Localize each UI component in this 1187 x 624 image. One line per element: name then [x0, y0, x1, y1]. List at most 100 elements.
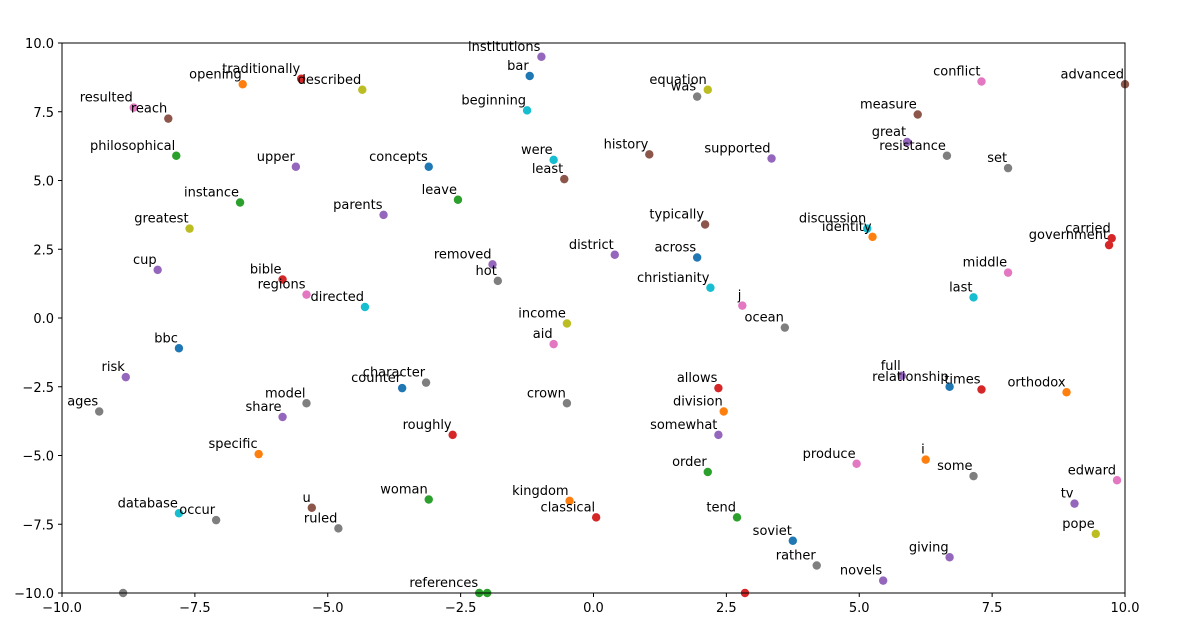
x-tick-label: 0.0 [583, 601, 604, 616]
scatter-point [852, 459, 861, 468]
y-tick-label: −2.5 [22, 381, 54, 396]
point-label: bbc [154, 331, 178, 346]
point-label: hot [476, 264, 497, 279]
scatter-point [868, 232, 877, 242]
point-label: pope [1062, 517, 1094, 532]
y-tick-label: 10.0 [25, 37, 54, 52]
point-label: database [118, 496, 178, 511]
scatter-point [560, 174, 569, 184]
scatter-point [902, 137, 912, 147]
y-tick-label: −10.0 [14, 587, 54, 602]
scatter-point [549, 339, 558, 349]
point-label: j [737, 289, 742, 304]
scatter-point [493, 276, 503, 286]
scatter-point [211, 515, 221, 525]
y-tick-label: 7.5 [33, 106, 54, 121]
points-layer [95, 52, 1130, 598]
point-label: somewhat [650, 418, 717, 433]
scatter-point [302, 290, 311, 299]
point-label: ruled [304, 511, 337, 526]
x-axis: −10.0 −7.5 −5.0 −2.5 0.0 2.5 5.0 7.5 10.0 [42, 593, 1139, 616]
point-label: edward [1068, 463, 1116, 478]
scatter-point [738, 301, 747, 310]
point-label: upper [257, 150, 296, 165]
scatter-point [172, 151, 181, 160]
scatter-point [302, 399, 311, 408]
scatter-point [719, 407, 728, 416]
point-label: typically [649, 208, 704, 223]
scatter-point [706, 283, 715, 292]
point-label: equation [649, 73, 706, 88]
point-label: leave [422, 183, 457, 198]
scatter-point [360, 302, 370, 312]
point-label: measure [860, 98, 917, 113]
scatter-point [1107, 234, 1116, 243]
point-label: carried [1065, 221, 1110, 236]
scatter-point [945, 553, 954, 562]
point-label: were [521, 143, 553, 158]
x-tick-label: −5.0 [312, 601, 344, 616]
scatter-point [358, 85, 367, 94]
scatter-point [942, 151, 952, 160]
point-label: cup [133, 253, 157, 268]
scatter-point [1070, 499, 1079, 508]
scatter-point [307, 503, 317, 512]
scatter-point [878, 576, 888, 585]
scatter-point [1062, 388, 1071, 397]
point-label: conflict [933, 65, 980, 80]
point-label: ages [67, 395, 98, 410]
y-tick-label: 5.0 [33, 175, 54, 190]
point-label: division [673, 395, 723, 410]
point-label: middle [963, 256, 1007, 271]
scatter-point [562, 399, 572, 408]
scatter-point [334, 524, 343, 533]
point-label: occur [179, 503, 215, 518]
scatter-point [780, 323, 790, 332]
point-label: government [1029, 228, 1108, 243]
scatter-point [767, 154, 776, 163]
scatter-point [913, 110, 922, 119]
point-label: crown [527, 386, 566, 401]
scatter-point [522, 106, 532, 115]
scatter-point [714, 430, 723, 440]
x-tick-label: 10.0 [1111, 601, 1140, 616]
point-label: rather [776, 549, 817, 564]
point-label: counter [351, 371, 402, 386]
x-tick-label: −10.0 [42, 601, 82, 616]
scatter-point [921, 455, 930, 464]
scatter-point [174, 344, 184, 353]
point-label: philosophical [90, 139, 175, 154]
point-label: roughly [403, 418, 452, 433]
point-label: bar [507, 59, 529, 74]
point-label: christianity [637, 271, 710, 286]
point-label: set [987, 151, 1007, 166]
point-label: instance [184, 186, 239, 201]
scatter-point [1003, 268, 1013, 277]
point-label: some [937, 459, 972, 474]
point-label: ocean [745, 311, 784, 326]
scatter-point [565, 496, 574, 506]
scatter-point [1091, 529, 1100, 539]
point-label: full [881, 359, 901, 374]
scatter-point [185, 224, 194, 233]
point-label: last [949, 280, 972, 295]
point-label: character [363, 366, 426, 381]
scatter-point [645, 150, 654, 159]
scatter-point [1003, 163, 1013, 173]
scatter-point [692, 253, 702, 262]
scatter-point [692, 92, 702, 101]
scatter-point [610, 250, 619, 259]
scatter-point [235, 198, 245, 207]
point-label: opening [189, 67, 242, 82]
scatter-point [977, 77, 986, 86]
scatter-point [945, 382, 954, 391]
y-axis: −10.0 −7.5 −5.0 −2.5 0.0 2.5 5.0 7.5 10.0 [14, 37, 62, 602]
point-label: across [654, 241, 696, 256]
scatter-point [397, 383, 407, 393]
scatter-point [379, 210, 388, 220]
point-label: i [921, 443, 925, 458]
scatter-point [703, 85, 712, 94]
